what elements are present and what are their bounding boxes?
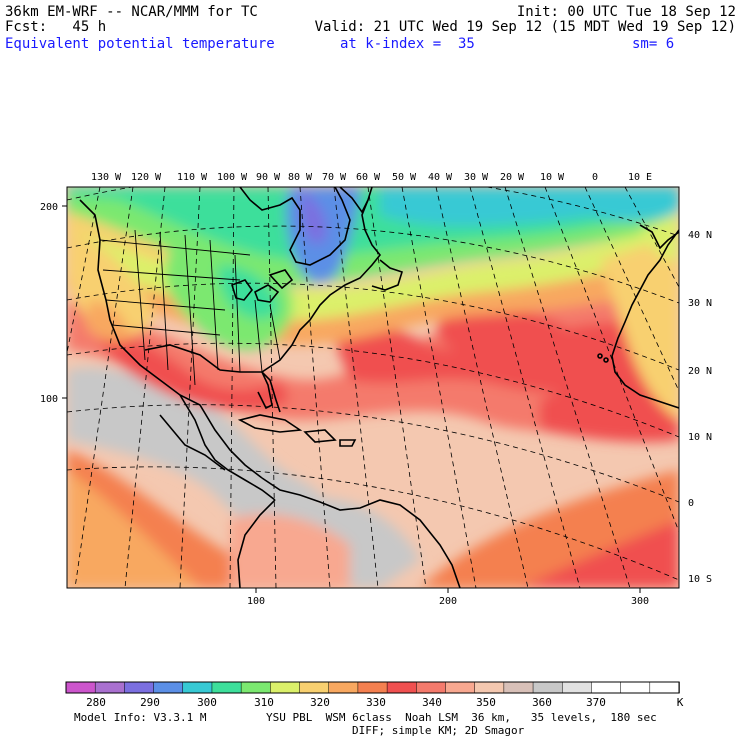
state-boundaries bbox=[99, 229, 281, 386]
colorbar-swatch bbox=[503, 681, 534, 694]
colorbar-swatch bbox=[124, 681, 155, 694]
lon-label: 80 W bbox=[288, 172, 313, 183]
lon-label: 120 W bbox=[131, 172, 162, 183]
colorbar-swatch bbox=[328, 681, 359, 694]
colorbar-frame bbox=[65, 681, 680, 694]
map-frame bbox=[66, 186, 680, 589]
colorbar-swatch bbox=[94, 681, 126, 694]
colorbar bbox=[65, 681, 680, 694]
grid-left-label: 200 bbox=[40, 202, 58, 213]
colorbar-label: 290 bbox=[140, 696, 160, 709]
colorbar-label: 300 bbox=[197, 696, 217, 709]
field-name: Equivalent potential temperature bbox=[5, 36, 275, 52]
lon-label: 130 W bbox=[91, 172, 122, 183]
lat-label: 10 N bbox=[688, 432, 712, 443]
colorbar-unit: K bbox=[676, 696, 684, 709]
lon-label: 0 bbox=[592, 172, 598, 183]
grid-bottom-label: 100 bbox=[247, 596, 265, 607]
model-info: Model Info: V3.3.1 M bbox=[74, 711, 207, 724]
colorbar-label: 350 bbox=[476, 696, 496, 709]
lat-label: 0 bbox=[688, 498, 694, 509]
lon-label: 10 E bbox=[628, 172, 652, 183]
lat-label: 40 N bbox=[688, 230, 712, 241]
lon-label: 10 W bbox=[540, 172, 565, 183]
colorbar-label: 280 bbox=[86, 696, 106, 709]
lon-label: 100 W bbox=[217, 172, 248, 183]
colorbar-swatch bbox=[561, 681, 593, 694]
colorbar-swatch bbox=[532, 681, 563, 694]
lon-label: 20 W bbox=[500, 172, 525, 183]
lat-label: 30 N bbox=[688, 298, 712, 309]
grid-bottom-label: 300 bbox=[631, 596, 649, 607]
coastlines bbox=[79, 187, 679, 588]
colorbar-swatch bbox=[445, 681, 476, 694]
colorbar-swatch bbox=[299, 681, 330, 694]
colorbar-swatch bbox=[153, 681, 184, 694]
colorbar-swatch bbox=[65, 681, 96, 694]
lon-label: 40 W bbox=[428, 172, 453, 183]
colorbar-swatch bbox=[386, 681, 418, 694]
model-title: 36km EM-WRF -- NCAR/MMM for TC bbox=[5, 4, 258, 20]
latitude-labels: 40 N 30 N 20 N 10 N 0 10 S bbox=[688, 230, 712, 585]
smoothing-label: sm= 6 bbox=[632, 36, 675, 52]
colorbar-swatch bbox=[649, 681, 680, 694]
colorbar-swatch bbox=[182, 681, 213, 694]
grid-labels: 200 100 100 200 300 bbox=[40, 202, 649, 607]
colorbar-label: 340 bbox=[422, 696, 442, 709]
colorbar-swatch bbox=[474, 681, 505, 694]
colorbar-swatch bbox=[591, 681, 622, 694]
level-label: at k-index = 35 bbox=[340, 36, 475, 52]
colorbar-label: 310 bbox=[254, 696, 274, 709]
forecast-hour: Fcst: 45 h bbox=[5, 19, 107, 35]
lat-label: 10 S bbox=[688, 574, 712, 585]
lon-label: 50 W bbox=[392, 172, 417, 183]
colorbar-swatch bbox=[416, 681, 447, 694]
valid-time: Valid: 21 UTC Wed 19 Sep 12 (15 MDT Wed … bbox=[314, 19, 736, 35]
lon-label: 90 W bbox=[256, 172, 281, 183]
grid-left-label: 100 bbox=[40, 394, 58, 405]
colorbar-label: 370 bbox=[586, 696, 606, 709]
colorbar-swatch bbox=[240, 681, 272, 694]
colorbar-swatch bbox=[211, 681, 242, 694]
lat-label: 20 N bbox=[688, 366, 712, 377]
longitude-labels: 130 W 120 W 110 W 100 W 90 W 80 W 70 W 6… bbox=[91, 172, 652, 183]
diffusion-info: DIFF; simple KM; 2D Smagor bbox=[352, 724, 525, 737]
colorbar-label: 320 bbox=[310, 696, 330, 709]
colorbar-label: 330 bbox=[366, 696, 386, 709]
lon-label: 60 W bbox=[356, 172, 381, 183]
lon-label: 70 W bbox=[322, 172, 347, 183]
colorbar-label: 360 bbox=[532, 696, 552, 709]
frame-ticks bbox=[62, 205, 641, 593]
colorbar-swatch bbox=[357, 681, 388, 694]
physics-info: YSU PBL WSM 6class Noah LSM 36 km, 35 le… bbox=[266, 711, 657, 724]
colorbar-swatch bbox=[620, 681, 651, 694]
colorbar-swatch bbox=[270, 681, 301, 694]
init-time: Init: 00 UTC Tue 18 Sep 12 bbox=[516, 4, 736, 20]
lon-label: 110 W bbox=[177, 172, 208, 183]
lon-label: 30 W bbox=[464, 172, 489, 183]
grid-bottom-label: 200 bbox=[439, 596, 457, 607]
